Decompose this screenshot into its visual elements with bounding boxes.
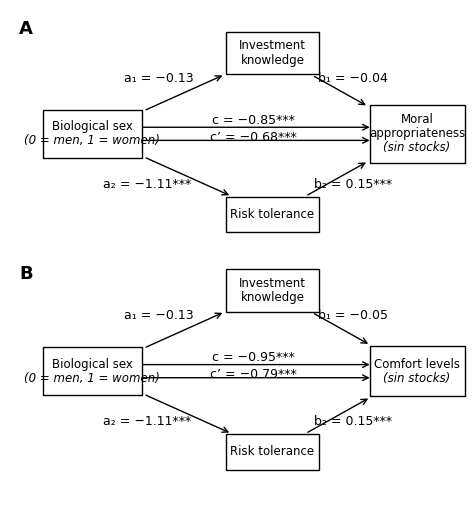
- Text: b₁ = −0.05: b₁ = −0.05: [318, 309, 388, 322]
- Text: (0 = men, 1 = women): (0 = men, 1 = women): [25, 372, 160, 385]
- Text: b₁ = −0.04: b₁ = −0.04: [318, 72, 388, 85]
- Bar: [226, 197, 319, 232]
- Text: Risk tolerance: Risk tolerance: [230, 445, 315, 459]
- Text: (sin stocks): (sin stocks): [383, 141, 451, 155]
- Text: Investment: Investment: [239, 39, 306, 53]
- Text: knowledge: knowledge: [240, 291, 305, 304]
- Text: appropriateness: appropriateness: [369, 127, 465, 140]
- Text: a₂ = −1.11***: a₂ = −1.11***: [103, 415, 191, 428]
- Text: Moral: Moral: [401, 113, 434, 126]
- Bar: [370, 105, 465, 163]
- Text: b₂ = 0.15***: b₂ = 0.15***: [314, 178, 392, 191]
- Text: b₂ = 0.15***: b₂ = 0.15***: [314, 415, 392, 428]
- Text: c’ = −0.79***: c’ = −0.79***: [210, 368, 297, 381]
- Text: c’ = −0.68***: c’ = −0.68***: [210, 131, 297, 144]
- Text: Biological sex: Biological sex: [52, 358, 133, 371]
- Text: a₂ = −1.11***: a₂ = −1.11***: [103, 178, 191, 191]
- Text: (0 = men, 1 = women): (0 = men, 1 = women): [25, 134, 160, 147]
- Text: knowledge: knowledge: [240, 54, 305, 67]
- Text: c = −0.95***: c = −0.95***: [212, 351, 295, 364]
- Bar: [370, 346, 465, 396]
- Text: c = −0.85***: c = −0.85***: [212, 114, 295, 127]
- Text: B: B: [19, 265, 33, 283]
- Text: A: A: [19, 20, 33, 38]
- Text: (sin stocks): (sin stocks): [383, 372, 451, 385]
- Bar: [226, 269, 319, 312]
- Text: a₁ = −0.13: a₁ = −0.13: [124, 72, 193, 85]
- Text: a₁ = −0.13: a₁ = −0.13: [124, 309, 193, 322]
- Text: Investment: Investment: [239, 277, 306, 290]
- Text: Biological sex: Biological sex: [52, 120, 133, 133]
- Text: Risk tolerance: Risk tolerance: [230, 208, 315, 221]
- Bar: [226, 434, 319, 470]
- Text: Comfort levels: Comfort levels: [374, 358, 460, 371]
- Bar: [43, 347, 142, 395]
- Bar: [43, 110, 142, 158]
- Bar: [226, 31, 319, 74]
